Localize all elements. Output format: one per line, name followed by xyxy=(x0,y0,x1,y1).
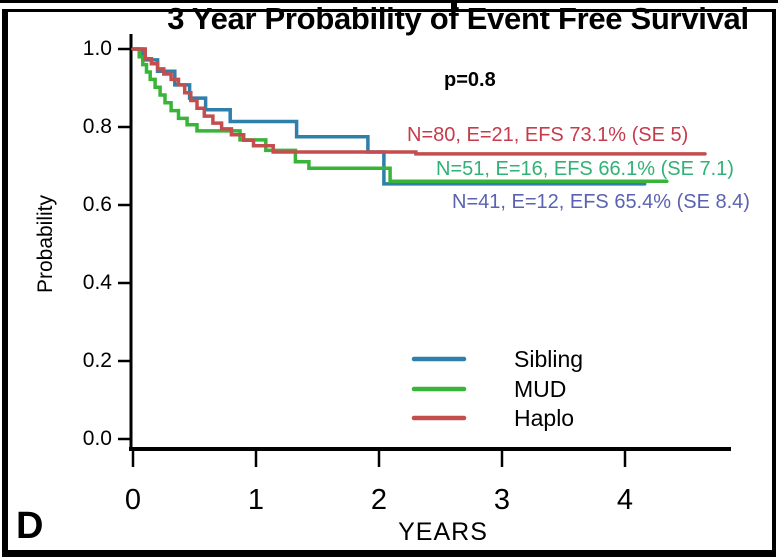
survival-curve-haplo xyxy=(131,47,707,156)
top-border-remnant xyxy=(0,0,778,3)
legend-label-mud: MUD xyxy=(514,376,567,402)
y-tick-label: 0.0 xyxy=(82,427,112,450)
legend-label-sibling: Sibling xyxy=(514,346,584,372)
annotation-haplo: N=80, E=21, EFS 73.1% (SE 5) xyxy=(407,124,689,146)
annotation-mud: N=51, E=16, EFS 66.1% (SE 7.1) xyxy=(436,158,734,180)
p-value-annotation: p=0.8 xyxy=(444,69,496,91)
y-tick-label: 0.8 xyxy=(82,115,112,138)
top-border-tick xyxy=(451,2,457,11)
chart-title: 3 Year Probability of Event Free Surviva… xyxy=(167,1,749,36)
survival-curve-mud xyxy=(131,47,669,183)
x-tick-label: 0 xyxy=(124,484,142,516)
y-tick-label: 0.2 xyxy=(82,349,112,372)
annotation-sibling: N=41, E=12, EFS 65.4% (SE 8.4) xyxy=(452,191,750,213)
x-tick-label: 3 xyxy=(493,484,511,516)
legend-label-haplo: Haplo xyxy=(514,405,575,431)
x-tick-label: 4 xyxy=(616,484,634,516)
panel-letter: D xyxy=(16,505,44,547)
x-axis-label: YEARS xyxy=(398,518,488,546)
x-tick-label: 1 xyxy=(247,484,265,516)
y-tick-label: 0.4 xyxy=(82,271,112,294)
y-tick-label: 0.6 xyxy=(82,193,112,216)
survival-curve-sibling xyxy=(131,47,647,186)
y-tick-label: 1.0 xyxy=(82,37,112,60)
x-tick-label: 2 xyxy=(370,484,388,516)
